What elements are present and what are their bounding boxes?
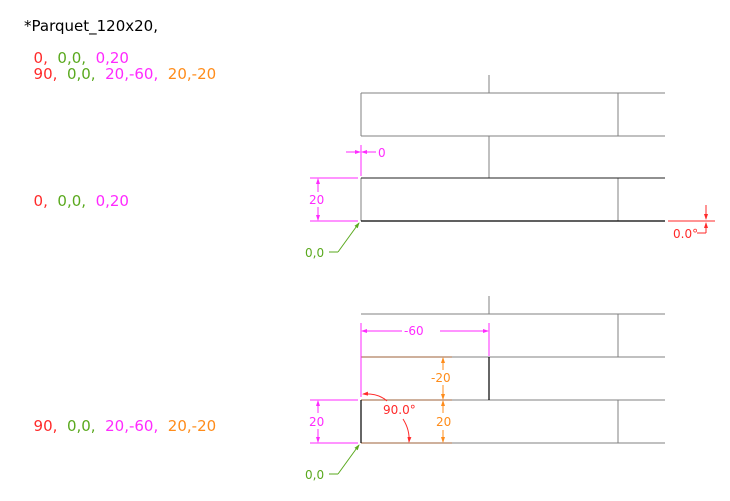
origin-text: 0,0 [305, 468, 324, 482]
x-offset-text: -60 [404, 324, 424, 338]
origin-leader [329, 222, 360, 253]
dash-value: 20,-20 [167, 417, 217, 435]
pattern-name: *Parquet_120x20, [24, 17, 158, 35]
origin-value: 0,0, [66, 65, 96, 83]
offset-value: 0,20 [95, 49, 129, 67]
example1-diagram: 0 20 0,0 0.0° [305, 75, 715, 260]
x-offset-text: 0 [378, 146, 386, 160]
header-line-2: 90, 0,0, 20,-60, 20,-20 [24, 50, 217, 83]
origin-value: 0,0, [57, 49, 87, 67]
example1-label: 0, 0,0, 0,20 [24, 177, 129, 209]
header-line-1: 0, 0,0, 0,20 [24, 34, 129, 66]
angle-text: 90.0° [383, 403, 416, 417]
dash-value: 20,-20 [167, 65, 217, 83]
offset-value: 20,-60, [105, 417, 159, 435]
angle-value: 90, [33, 417, 58, 435]
origin-text: 0,0 [305, 246, 324, 260]
origin-value: 0,0, [66, 417, 96, 435]
origin-value: 0,0, [57, 192, 87, 210]
y-offset-text: 20 [309, 193, 324, 207]
example2-label: 90, 0,0, 20,-60, 20,-20 [24, 402, 217, 435]
angle-dimension [668, 205, 715, 234]
x-offset-dimension [360, 323, 490, 397]
dash-text: 20 [436, 415, 451, 429]
example2-diagram: -60 20 -20 20 90.0° 0,0 [305, 296, 665, 482]
offset-value: 20,-60, [105, 65, 159, 83]
gap-text: -20 [431, 371, 451, 385]
angle-value: 0, [33, 49, 48, 67]
angle-value: 0, [33, 192, 48, 210]
origin-leader [329, 444, 360, 475]
x-offset-dimension [346, 145, 376, 176]
angle-dimension [362, 391, 412, 443]
y-offset-dimension [310, 399, 358, 444]
offset-value: 0,20 [95, 192, 129, 210]
y-offset-dimension [310, 177, 358, 222]
angle-text: 0.0° [673, 227, 698, 241]
y-offset-text: 20 [309, 415, 324, 429]
angle-value: 90, [33, 65, 58, 83]
